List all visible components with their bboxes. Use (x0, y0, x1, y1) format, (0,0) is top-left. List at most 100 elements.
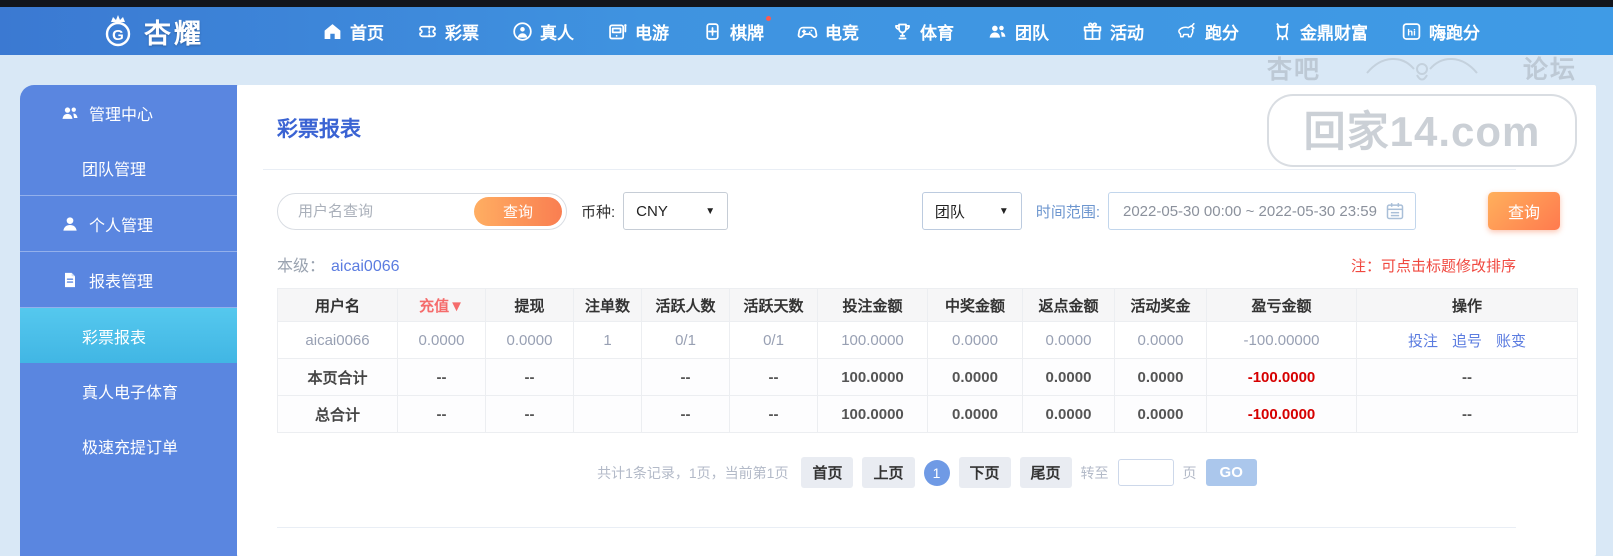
sidebar-item-label: 报表管理 (89, 273, 154, 291)
first-page-button[interactable]: 首页 (801, 457, 854, 488)
column-header-活跃人数[interactable]: 活跃人数 (641, 288, 730, 322)
cell-活动奖金: 0.0000 (1114, 321, 1207, 359)
nav-item-label: 活动 (1110, 23, 1144, 43)
go-button[interactable]: GO (1205, 459, 1257, 486)
column-header-活动奖金[interactable]: 活动奖金 (1114, 288, 1207, 322)
column-header-返点金额[interactable]: 返点金额 (1022, 288, 1115, 322)
sidebar-item-极速充提订单[interactable]: 极速充提订单 (20, 418, 237, 473)
username-search-input[interactable] (298, 193, 478, 229)
nav-item-ticket[interactable]: 彩票 (417, 19, 479, 44)
next-page-button[interactable]: 下页 (958, 457, 1011, 488)
query-submit-button[interactable]: 查询 (1488, 192, 1560, 230)
cell-充值: -- (397, 358, 486, 396)
action-link-账变[interactable]: 账变 (1496, 332, 1527, 350)
person-icon (60, 214, 80, 234)
nav-item-label: 体育 (920, 23, 954, 43)
column-header-注单数[interactable]: 注单数 (573, 288, 642, 322)
cards-icon (702, 21, 723, 42)
action-link-追号[interactable]: 追号 (1451, 332, 1482, 350)
column-header-中奖金额[interactable]: 中奖金额 (927, 288, 1023, 322)
slot-machine-icon (607, 21, 628, 42)
nav-item-cards[interactable]: 棋牌 (702, 15, 771, 44)
nav-item-gamepad[interactable]: 电竞 (797, 19, 859, 44)
column-header-盈亏金额[interactable]: 盈亏金额 (1206, 288, 1357, 322)
cell-活动奖金: 0.0000 (1114, 358, 1207, 396)
nav-item-trophy[interactable]: 体育 (892, 19, 954, 44)
nav-item-gift[interactable]: 活动 (1082, 19, 1144, 44)
ticket-icon (417, 21, 438, 42)
nav-item-label: 首页 (350, 23, 384, 43)
brand-logo[interactable]: G 杏耀 (100, 12, 204, 51)
sidebar-item-真人电子体育[interactable]: 真人电子体育 (20, 363, 237, 418)
sidebar-item-label: 极速充提订单 (82, 439, 179, 457)
currency-value: CNY (636, 202, 668, 220)
team-icon (987, 21, 1008, 42)
cauldron-icon (1272, 21, 1293, 42)
sidebar: 管理中心团队管理个人管理报表管理彩票报表 真人电子体育极速充提订单 (20, 85, 237, 556)
cell-投注金额: 100.0000 (817, 358, 928, 396)
cell-操作: 投注 追号 账变 (1356, 321, 1578, 359)
watermark-top-line: 杏吧 论坛 (1267, 50, 1577, 86)
cell-操作: -- (1356, 395, 1578, 433)
report-icon (60, 270, 80, 290)
cell-投注金额: 100.0000 (817, 321, 928, 359)
sidebar-item-彩票报表[interactable]: 彩票报表 (20, 308, 237, 363)
cell-返点金额: 0.0000 (1022, 358, 1115, 396)
sidebar-item-个人管理[interactable]: 个人管理 (20, 196, 237, 251)
cell-用户名: 总合计 (277, 395, 398, 433)
cell-活跃天数: 0/1 (729, 321, 818, 359)
cell-活动奖金: 0.0000 (1114, 395, 1207, 433)
column-header-提现[interactable]: 提现 (485, 288, 574, 322)
cell-用户名: 本页合计 (277, 358, 398, 396)
currency-label: 币种: (581, 203, 616, 221)
cell-用户名[interactable]: aicai0066 (277, 321, 398, 359)
watermark-left-text: 杏吧 (1267, 56, 1322, 84)
sidebar-item-label: 个人管理 (89, 217, 154, 235)
nav-item-slot-machine[interactable]: 电游 (607, 19, 669, 44)
nav-item-cauldron[interactable]: 金鼎财富 (1272, 19, 1368, 44)
scope-select[interactable]: 团队 ▼ (921, 192, 1022, 230)
brand-name: 杏耀 (144, 18, 204, 49)
gift-icon (1082, 21, 1103, 42)
currency-select[interactable]: CNY ▼ (623, 192, 729, 230)
last-page-button[interactable]: 尾页 (1019, 457, 1072, 488)
sidebar-item-报表管理[interactable]: 报表管理 (20, 252, 237, 307)
column-header-投注金额[interactable]: 投注金额 (817, 288, 928, 322)
nav-item-rhino[interactable]: 跑分 (1177, 19, 1239, 44)
level-username-link[interactable]: aicai0066 (331, 258, 400, 275)
new-dot-badge (766, 15, 771, 21)
top-black-strip (0, 0, 1613, 7)
top-navbar: G 杏耀 首页 彩票 真人 电游 棋牌 电竞 体育 团队 活动 跑分 金鼎财富 hi 嗨跑分 (0, 7, 1613, 55)
rhino-icon (1177, 21, 1198, 42)
hi-square-icon: hi (1401, 21, 1422, 42)
prev-page-button[interactable]: 上页 (862, 457, 915, 488)
goto-page-input[interactable] (1117, 459, 1174, 486)
sidebar-item-管理中心[interactable]: 管理中心 (20, 85, 237, 140)
nav-item-hi-square[interactable]: hi 嗨跑分 (1401, 19, 1480, 44)
column-header-操作[interactable]: 操作 (1356, 288, 1578, 322)
username-search-button[interactable]: 查询 (474, 196, 562, 226)
sidebar-item-label: 管理中心 (89, 106, 154, 124)
nav-item-team[interactable]: 团队 (987, 19, 1049, 44)
nav-item-label: 金鼎财富 (1300, 23, 1368, 43)
column-header-用户名[interactable]: 用户名 (277, 288, 398, 322)
trophy-icon (892, 21, 913, 42)
cell-注单数: 1 (573, 321, 642, 359)
cell-盈亏金额: -100.0000 (1206, 395, 1357, 433)
column-header-活跃天数[interactable]: 活跃天数 (729, 288, 818, 322)
nav-item-home[interactable]: 首页 (322, 19, 384, 44)
current-page-indicator[interactable]: 1 (923, 459, 950, 486)
nav-item-live-person[interactable]: 真人 (512, 19, 574, 44)
date-range-picker[interactable]: 2022-05-30 00:00 ~ 2022-05-30 23:59 (1108, 192, 1416, 230)
bottom-divider (277, 527, 1516, 528)
table-summary-row: 总合计 -- -- -- -- 100.0000 0.0000 0.0000 0.0000 -10… (277, 395, 1578, 433)
svg-text:hi: hi (1407, 27, 1416, 38)
nav-item-label: 棋牌 (730, 23, 764, 43)
sidebar-item-团队管理[interactable]: 团队管理 (20, 140, 237, 195)
action-link-投注[interactable]: 投注 (1407, 332, 1438, 350)
report-table: 用户名 充值▼ 提现 注单数 活跃人数 活跃天数 投注金额 中奖金额 返点金额 活动奖金 盈亏金额操… (277, 288, 1578, 433)
column-header-充值[interactable]: 充值▼ (397, 288, 486, 322)
cell-中奖金额: 0.0000 (927, 321, 1023, 359)
cell-充值: 0.0000 (397, 321, 486, 359)
cell-投注金额: 100.0000 (817, 395, 928, 433)
